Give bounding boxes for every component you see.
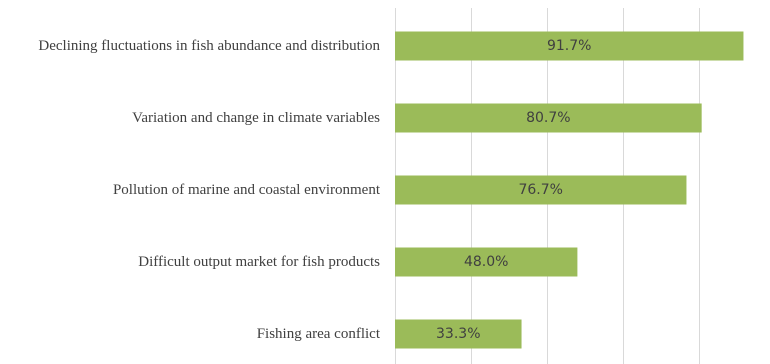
bar-2 <box>395 103 702 133</box>
bar-4 <box>395 247 578 277</box>
data-label-4: 48.0% <box>464 254 508 270</box>
category-label-3: Pollution of marine and coastal environm… <box>113 182 381 198</box>
data-labels: 91.7% 80.7% 76.7% 48.0% 33.3% <box>436 38 591 342</box>
category-label-5: Fishing area conflict <box>257 326 381 342</box>
category-labels: Declining fluctuations in fish abundance… <box>38 38 380 342</box>
bars <box>395 31 744 349</box>
bar-5 <box>395 319 522 349</box>
category-label-2: Variation and change in climate variable… <box>132 110 380 126</box>
category-label-1: Declining fluctuations in fish abundance… <box>38 38 380 54</box>
bar-1 <box>395 31 744 61</box>
bar-3 <box>395 175 687 205</box>
category-label-4: Difficult output market for fish product… <box>138 254 380 270</box>
data-label-2: 80.7% <box>526 110 570 126</box>
data-label-5: 33.3% <box>436 326 480 342</box>
data-label-1: 91.7% <box>547 38 591 54</box>
data-label-3: 76.7% <box>518 182 562 198</box>
